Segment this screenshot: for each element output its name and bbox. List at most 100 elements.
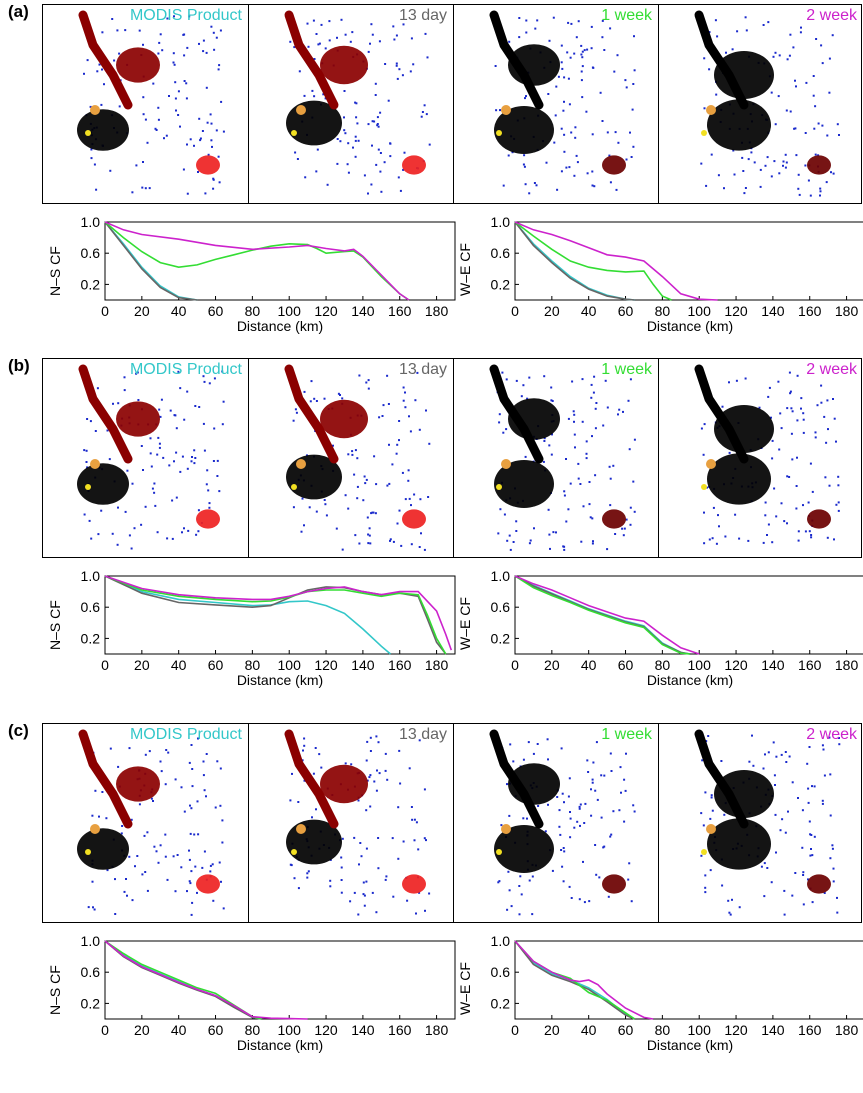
map-speck: [821, 802, 824, 805]
map-region: [296, 824, 306, 834]
map-speck: [622, 410, 624, 413]
map-speck: [419, 498, 422, 501]
map-speck: [420, 115, 423, 118]
map-speck: [784, 831, 787, 834]
map-speck: [786, 58, 789, 61]
map-speck: [828, 736, 831, 739]
series-line: [514, 940, 654, 1020]
map-speck: [567, 77, 570, 80]
map-speck: [750, 151, 753, 154]
line-chart: 0 20 40 60 80 100 120 140 160 180 0.2 0.6 1.0: [81, 568, 456, 676]
map-speck: [550, 386, 553, 389]
map-speck: [167, 751, 170, 754]
map-speck: [788, 371, 791, 374]
map-speck: [368, 534, 371, 537]
map-region: [501, 824, 511, 834]
map-speck: [141, 186, 144, 189]
map-speck: [208, 506, 211, 509]
map-speck: [579, 483, 582, 485]
map-speck: [370, 23, 373, 26]
map-speck: [172, 61, 175, 64]
map-speck: [808, 746, 811, 748]
map-region: [291, 130, 297, 136]
map-speck: [142, 43, 144, 46]
map-speck: [563, 801, 565, 804]
map-speck: [367, 542, 370, 545]
map-speck: [547, 508, 550, 511]
map-speck: [202, 774, 205, 777]
map-speck: [627, 878, 630, 881]
map-speck: [797, 539, 800, 542]
x-tick-label: 140: [761, 1022, 785, 1038]
map-speck: [216, 475, 219, 477]
map-speck: [213, 427, 216, 430]
map-speck: [527, 741, 530, 744]
map-speck: [165, 134, 168, 137]
map-speck: [111, 532, 114, 535]
map-speck: [428, 143, 431, 146]
map-speck: [140, 445, 143, 447]
map-speck: [820, 44, 823, 47]
map-speck: [823, 415, 826, 418]
map-speck: [526, 397, 529, 400]
map-speck: [628, 448, 631, 451]
map-speck: [413, 818, 416, 821]
map-speck: [410, 37, 413, 40]
map-speck: [106, 429, 109, 432]
map-speck: [315, 33, 318, 35]
map-speck: [789, 392, 792, 395]
map-speck: [751, 734, 753, 737]
map-speck: [522, 163, 525, 166]
map-speck: [373, 455, 376, 458]
map-region: [291, 849, 297, 855]
map-speck: [559, 833, 562, 836]
map-speck: [415, 912, 417, 915]
series-line: [104, 940, 308, 1020]
map-speck: [177, 114, 180, 116]
map-speck: [783, 520, 786, 523]
plot-frame: [104, 575, 456, 655]
map-speck: [396, 443, 399, 446]
map-row: MODIS Product 13 day 1 week 2 week: [42, 4, 862, 204]
map-speck: [382, 404, 385, 407]
map-speck: [531, 913, 534, 916]
map-speck: [770, 881, 773, 884]
map-speck: [109, 169, 112, 172]
map-speck: [520, 395, 523, 398]
map-speck: [596, 798, 599, 801]
map-speck: [795, 507, 798, 510]
map-speck: [548, 533, 551, 536]
y-tick-label: 1.0: [491, 933, 511, 949]
map-speck: [407, 479, 410, 482]
map-speck: [89, 105, 92, 108]
map-speck: [621, 527, 624, 530]
map-speck: [717, 174, 720, 177]
map-speck: [173, 414, 176, 417]
map-speck: [585, 452, 588, 455]
map-speck: [205, 51, 208, 54]
map-speck: [83, 72, 85, 75]
map-speck: [402, 386, 405, 389]
map-speck: [148, 750, 151, 753]
map-speck: [190, 807, 193, 810]
map-speck: [197, 737, 199, 740]
map-speck: [347, 507, 350, 510]
x-tick-label: 20: [134, 303, 150, 319]
map-speck: [610, 833, 613, 836]
map-speck: [544, 830, 547, 833]
cloud-fraction-map: [694, 10, 840, 197]
map-speck: [594, 844, 597, 846]
map-speck: [377, 741, 380, 744]
map-speck: [140, 523, 143, 526]
map-speck: [353, 836, 356, 839]
map-speck: [742, 170, 745, 172]
map-speck: [783, 913, 786, 916]
map-speck: [622, 534, 625, 537]
map-speck: [524, 183, 527, 186]
map-speck: [525, 95, 527, 98]
map-speck: [88, 519, 91, 522]
map-speck: [543, 440, 546, 442]
map-speck: [498, 880, 501, 883]
map-speck: [378, 40, 381, 43]
map-speck: [340, 18, 343, 21]
